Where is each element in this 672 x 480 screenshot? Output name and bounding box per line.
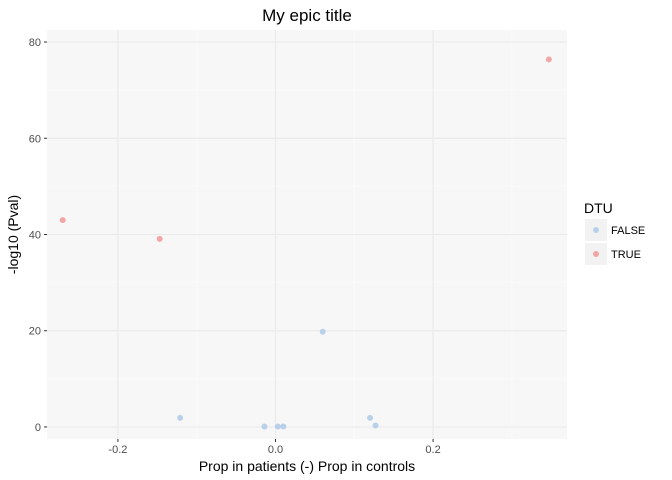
- data-point-true: [156, 235, 163, 242]
- y-tick-label: 40: [29, 230, 41, 242]
- data-point-false: [367, 414, 374, 421]
- y-axis: 0 20 40 60 80: [29, 37, 47, 434]
- gridlines: [47, 30, 567, 439]
- legend-label: FALSE: [611, 225, 645, 237]
- data-point-true: [545, 56, 552, 63]
- y-tick-label: 20: [29, 326, 41, 338]
- y-tick-label: 60: [29, 133, 41, 145]
- x-tick-label: 0.0: [268, 444, 283, 456]
- x-axis: -0.2 0.0 0.2: [108, 439, 441, 456]
- y-tick-label: 80: [29, 37, 41, 49]
- data-point-false: [372, 422, 379, 429]
- legend-label: TRUE: [611, 249, 641, 261]
- x-tick-label: -0.2: [108, 444, 127, 456]
- data-point-false: [280, 423, 287, 430]
- chart-title: My epic title: [262, 6, 352, 25]
- x-axis-title: Prop in patients (-) Prop in controls: [199, 458, 415, 474]
- data-point-true: [59, 217, 66, 224]
- y-tick-label: 0: [35, 422, 41, 434]
- data-point-false: [177, 414, 184, 421]
- legend-key-point: [593, 227, 599, 233]
- data-point-false: [319, 328, 326, 335]
- legend-key-point: [593, 251, 599, 257]
- data-points: [59, 56, 552, 430]
- legend-title: DTU: [584, 200, 613, 216]
- legend: DTU FALSE TRUE: [584, 200, 645, 265]
- data-point-false: [274, 423, 281, 430]
- x-tick-label: 0.2: [425, 444, 440, 456]
- y-axis-title: -log10 (Pval): [5, 195, 21, 274]
- data-point-false: [261, 423, 268, 430]
